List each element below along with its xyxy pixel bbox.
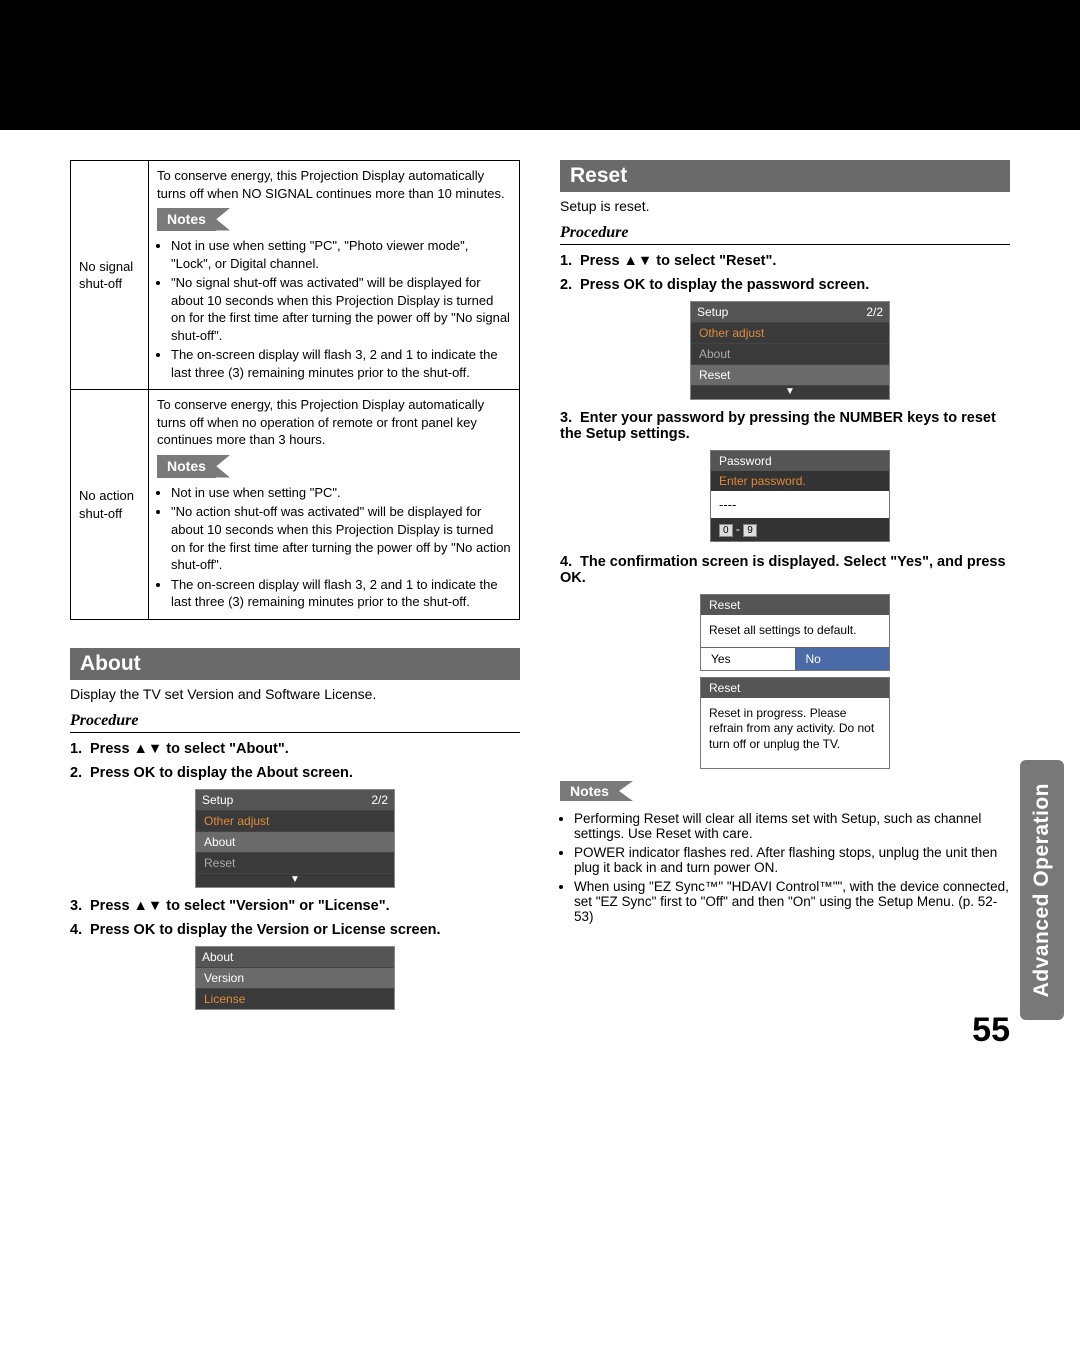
keycap-9: 9 — [743, 524, 757, 537]
header-blackbar — [0, 0, 1080, 130]
reset-progress-dialog: Reset Reset in progress. Please refrain … — [700, 677, 890, 769]
section-tab-label: Advanced Operation — [1030, 783, 1054, 997]
password-value: ---- — [711, 491, 889, 518]
reset-step2: 2.Press OK to display the password scree… — [560, 277, 1010, 293]
menu-item: Other adjust — [196, 810, 394, 831]
row-intro: To conserve energy, this Projection Disp… — [157, 167, 511, 202]
menu-item: About — [691, 343, 889, 364]
note-item: POWER indicator flashes red. After flash… — [574, 845, 1010, 875]
no-button[interactable]: No — [796, 647, 890, 670]
row-content: To conserve energy, this Projection Disp… — [149, 161, 520, 390]
reset-heading: Reset — [560, 160, 1010, 192]
password-keys: 0 - 9 — [711, 518, 889, 541]
menu-title: About — [202, 950, 233, 964]
dialog-body: Reset all settings to default. — [701, 615, 889, 647]
row-intro: To conserve energy, this Projection Disp… — [157, 396, 511, 449]
note-item: The on-screen display will flash 3, 2 an… — [171, 346, 511, 381]
procedure-label: Procedure — [70, 712, 520, 733]
section-tab: Advanced Operation — [1020, 760, 1064, 1020]
yes-button[interactable]: Yes — [701, 647, 796, 670]
about-step1: 1.Press ▲▼ to select "About". — [70, 741, 520, 757]
notes-badge: Notes — [560, 781, 619, 801]
note-item: Not in use when setting "PC", "Photo vie… — [171, 237, 511, 272]
menu-item: About — [196, 831, 394, 852]
notes-badge: Notes — [157, 208, 216, 231]
about-step4: 4.Press OK to display the Version or Lic… — [70, 922, 520, 938]
reset-step4: 4.The confirmation screen is displayed. … — [560, 554, 1010, 586]
password-hint: Enter password. — [711, 471, 889, 491]
about-step3: 3.Press ▲▼ to select "Version" or "Licen… — [70, 898, 520, 914]
right-column: Reset Setup is reset. Procedure 1.Press … — [560, 160, 1010, 1020]
setup-menu: Setup 2/2 Other adjust About Reset ▼ — [195, 789, 395, 888]
keycap-0: 0 — [719, 524, 733, 537]
setup-menu: Setup 2/2 Other adjust About Reset ▼ — [690, 301, 890, 400]
reset-intro: Setup is reset. — [560, 198, 1010, 214]
about-heading: About — [70, 648, 520, 680]
menu-title: Setup — [697, 305, 728, 319]
menu-title: Setup — [202, 793, 233, 807]
about-step2: 2.Press OK to display the About screen. — [70, 765, 520, 781]
row-label: No signal shut-off — [71, 161, 149, 390]
password-dialog: Password Enter password. ---- 0 - 9 — [710, 450, 890, 542]
menu-item: License — [196, 988, 394, 1009]
row-content: To conserve energy, this Projection Disp… — [149, 390, 520, 619]
note-item: "No signal shut-off was activated" will … — [171, 274, 511, 344]
left-column: No signal shut-off To conserve energy, t… — [70, 160, 520, 1020]
about-intro: Display the TV set Version and Software … — [70, 686, 520, 702]
note-item: Not in use when setting "PC". — [171, 484, 511, 502]
shutoff-table: No signal shut-off To conserve energy, t… — [70, 160, 520, 620]
dialog-title: Reset — [701, 678, 889, 698]
procedure-label: Procedure — [560, 224, 1010, 245]
note-item: The on-screen display will flash 3, 2 an… — [171, 576, 511, 611]
menu-item: Reset — [691, 364, 889, 385]
note-item: "No action shut-off was activated" will … — [171, 503, 511, 573]
menu-item: Other adjust — [691, 322, 889, 343]
menu-scroll-icon: ▼ — [196, 873, 394, 887]
page-number: 55 — [972, 1011, 1010, 1050]
password-title: Password — [711, 451, 889, 471]
reset-confirm-dialog: Reset Reset all settings to default. Yes… — [700, 594, 890, 671]
menu-page: 2/2 — [371, 793, 388, 807]
notes-badge: Notes — [157, 455, 216, 478]
about-menu: About Version License — [195, 946, 395, 1010]
row-label: No action shut-off — [71, 390, 149, 619]
menu-item: Version — [196, 967, 394, 988]
reset-step3: 3.Enter your password by pressing the NU… — [560, 410, 1010, 442]
note-item: When using "EZ Sync™" "HDAVI Control™"",… — [574, 879, 1010, 924]
menu-page: 2/2 — [866, 305, 883, 319]
menu-item: Reset — [196, 852, 394, 873]
menu-scroll-icon: ▼ — [691, 385, 889, 399]
dialog-body: Reset in progress. Please refrain from a… — [701, 698, 889, 768]
dialog-title: Reset — [701, 595, 889, 615]
reset-step1: 1.Press ▲▼ to select "Reset". — [560, 253, 1010, 269]
note-item: Performing Reset will clear all items se… — [574, 811, 1010, 841]
